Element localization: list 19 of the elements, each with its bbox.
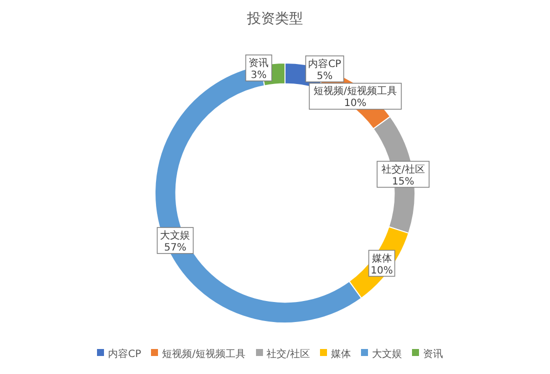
legend-label: 社交/社区 bbox=[266, 349, 310, 360]
legend-label: 资讯 bbox=[422, 349, 443, 360]
data-label: 10% bbox=[344, 98, 366, 110]
legend-label: 媒体 bbox=[330, 349, 351, 360]
data-label: 15% bbox=[392, 176, 414, 188]
legend-label: 短视频/短视频工具 bbox=[162, 349, 246, 360]
data-label: 10% bbox=[370, 265, 393, 276]
slice-label: 媒体 bbox=[372, 252, 392, 264]
slice-label: 大文娱 bbox=[160, 230, 190, 242]
data-label: 3% bbox=[250, 70, 267, 81]
slice-label: 资讯 bbox=[248, 56, 269, 69]
data-label: 5% bbox=[316, 70, 333, 82]
slice-label: 短视频/短视频工具 bbox=[314, 85, 397, 98]
legend-label: 内容CP bbox=[108, 349, 142, 360]
slice-label: 内容CP bbox=[308, 58, 342, 70]
slice-label: 社交/社区 bbox=[381, 163, 425, 176]
chart-title: 投资类型 bbox=[246, 10, 304, 28]
data-label: 57% bbox=[164, 242, 186, 254]
legend-label: 大文娱 bbox=[372, 349, 402, 360]
